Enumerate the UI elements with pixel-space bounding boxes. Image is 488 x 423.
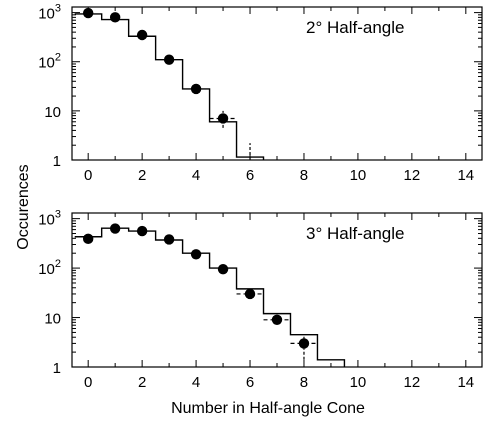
x-tick-label: 8 — [300, 167, 308, 184]
x-tick-label: 6 — [246, 374, 254, 391]
panel-annotation: 3° Half-angle — [306, 224, 404, 243]
x-tick-label: 14 — [457, 374, 474, 391]
x-tick-label: 2 — [138, 374, 146, 391]
y-tick-base: 10 — [44, 311, 61, 328]
data-point — [136, 225, 148, 237]
data-point — [217, 263, 229, 275]
x-tick-label: 4 — [192, 167, 200, 184]
data-point — [271, 314, 283, 326]
y-tick-label: 10 — [44, 311, 61, 328]
data-point — [109, 12, 121, 23]
data-point — [298, 338, 310, 349]
y-tick-label: 1 — [53, 360, 61, 377]
y-tick-label: 102 — [38, 52, 61, 72]
histogram-step-line — [74, 227, 346, 367]
y-axis-label: Occurences — [15, 164, 32, 249]
data-point — [244, 288, 256, 300]
data-point — [190, 83, 202, 95]
data-point — [217, 113, 229, 124]
data-point — [82, 7, 94, 19]
x-tick-label: 2 — [138, 167, 146, 184]
x-tick-label: 10 — [350, 374, 367, 391]
y-tick-base: 10 — [38, 261, 55, 278]
data-point — [82, 233, 94, 245]
x-tick-label: 0 — [84, 167, 92, 184]
x-axis-label: Number in Half-angle Cone — [171, 400, 365, 417]
x-tick-label: 8 — [300, 374, 308, 391]
data-point — [109, 223, 121, 234]
y-tick-exponent: 3 — [55, 209, 61, 221]
y-tick-label: 1 — [53, 153, 61, 170]
x-tick-label: 14 — [457, 167, 474, 184]
y-tick-base: 10 — [38, 55, 55, 72]
x-tick-label: 10 — [350, 167, 367, 184]
data-point — [163, 234, 175, 245]
plot-frame — [71, 6, 483, 161]
x-tick-label: 12 — [404, 374, 421, 391]
y-tick-base: 10 — [38, 6, 55, 23]
x-tick-label: 0 — [84, 374, 92, 391]
x-tick-label: 6 — [246, 167, 254, 184]
y-tick-exponent: 3 — [55, 3, 61, 15]
x-tick-label: 12 — [404, 167, 421, 184]
x-tick-label: 4 — [192, 374, 200, 391]
data-point — [163, 54, 175, 65]
data-point — [136, 29, 148, 41]
y-tick-label: 103 — [38, 3, 61, 23]
y-tick-base: 1 — [53, 153, 61, 170]
plot-frame — [71, 212, 483, 368]
y-tick-exponent: 2 — [55, 52, 61, 64]
y-tick-base: 1 — [53, 360, 61, 377]
y-tick-base: 10 — [44, 104, 61, 121]
y-tick-exponent: 2 — [55, 258, 61, 270]
data-point — [190, 249, 202, 260]
y-tick-label: 103 — [38, 209, 61, 229]
y-tick-label: 10 — [44, 104, 61, 121]
panel-annotation: 2° Half-angle — [306, 18, 404, 37]
y-tick-label: 102 — [38, 258, 61, 278]
histogram-step-line — [74, 13, 265, 160]
y-tick-base: 10 — [38, 212, 55, 229]
